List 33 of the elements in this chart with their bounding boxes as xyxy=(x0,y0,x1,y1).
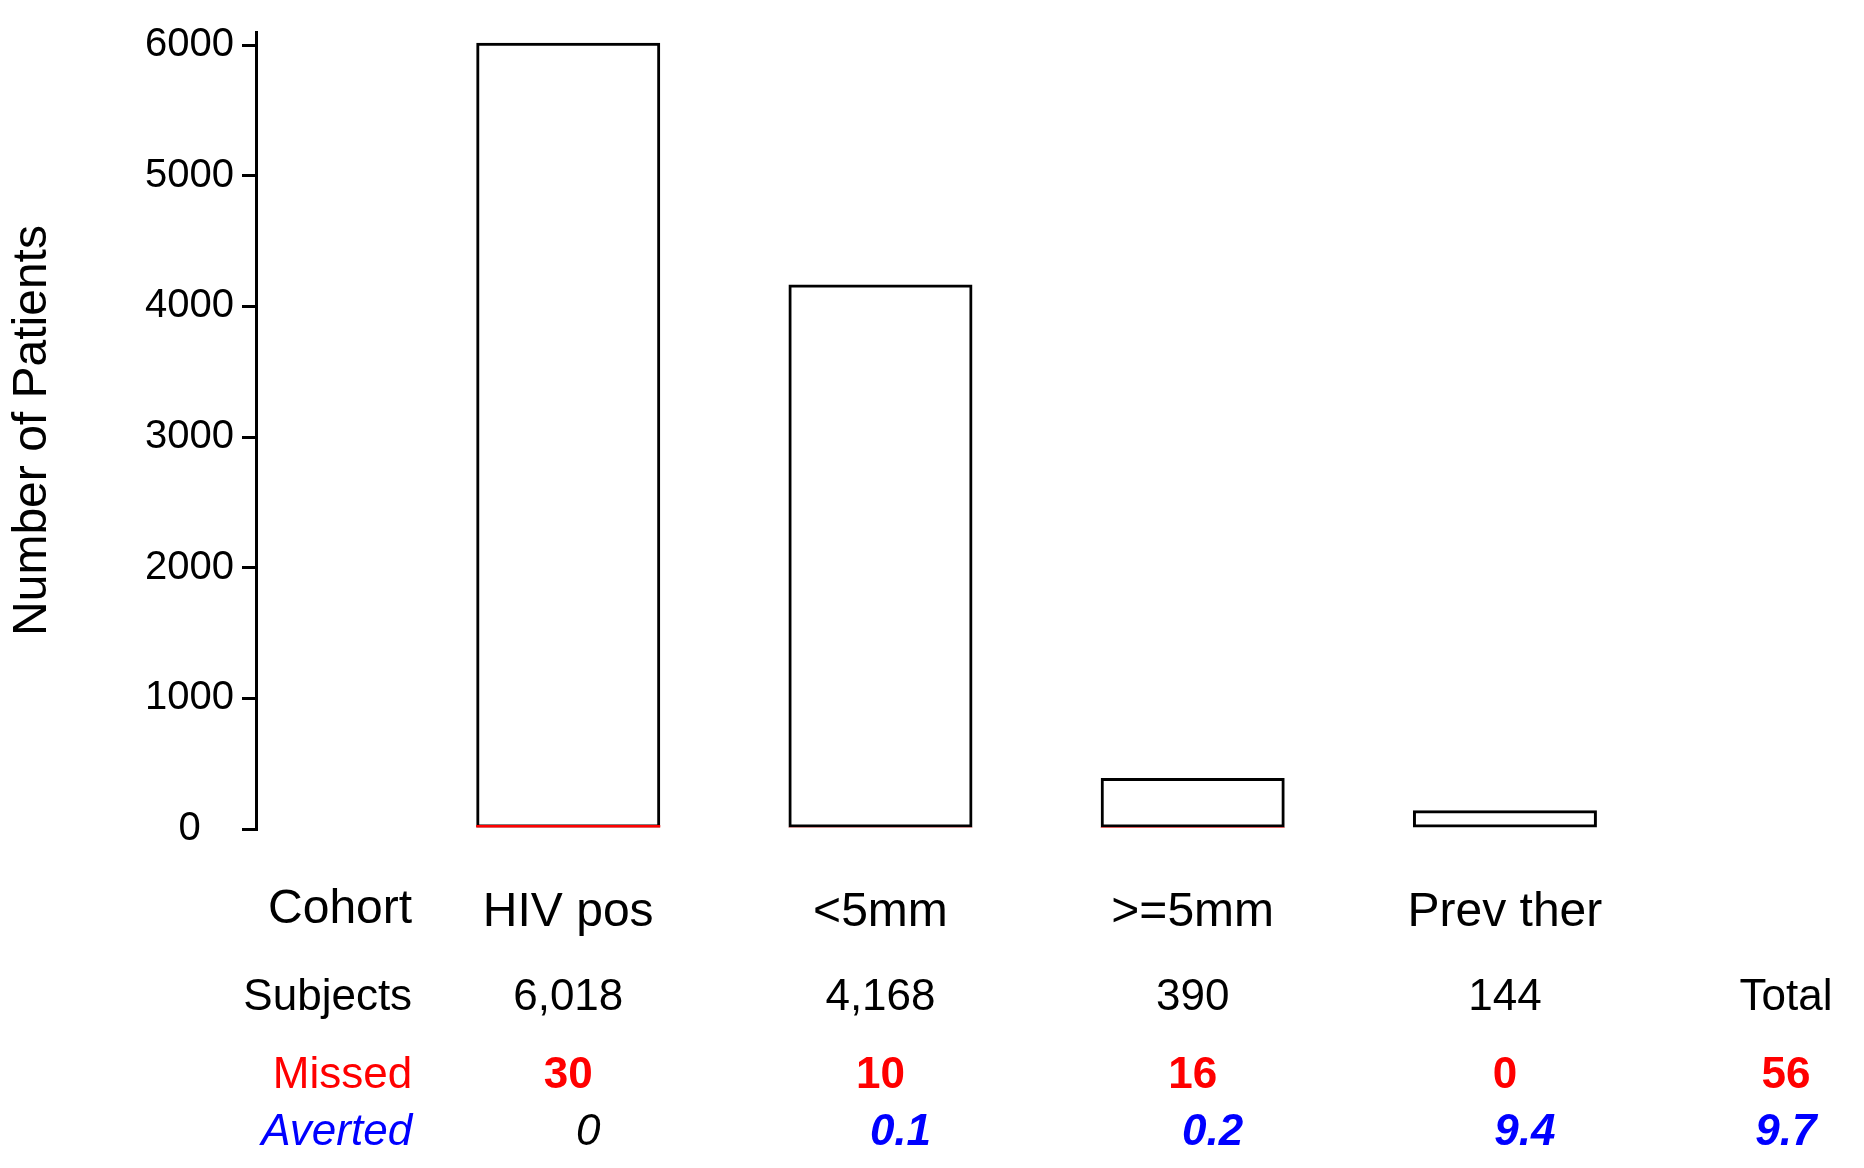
x-tick-label: Prev ther xyxy=(1407,883,1603,937)
bar xyxy=(1100,778,1285,828)
text: 9.7 xyxy=(1755,1105,1820,1155)
x-tick-label: HIV pos xyxy=(482,883,654,937)
text: 0 xyxy=(575,1105,601,1155)
bar xyxy=(476,825,661,828)
text: Total xyxy=(1739,970,1833,1020)
text: 0.1 xyxy=(869,1105,932,1155)
text: 9.4 xyxy=(1494,1105,1556,1155)
text: 0.2 xyxy=(1182,1105,1244,1155)
data-label: 390 xyxy=(1155,970,1230,1020)
text: Subjects xyxy=(243,970,413,1020)
data-label: 144 xyxy=(1468,970,1542,1020)
data-label: 0 xyxy=(1492,1048,1518,1098)
x-axis-title: Cohort xyxy=(268,880,413,934)
x-tick-label: >=5mm xyxy=(1111,883,1275,937)
y-tick-label: 2000 xyxy=(145,542,234,587)
y-tick-label: 4000 xyxy=(145,281,234,326)
y-tick-label: 0 xyxy=(178,804,201,849)
y-tick-label: 1000 xyxy=(145,673,234,718)
text: Averted xyxy=(258,1105,414,1155)
text: Missed xyxy=(272,1048,413,1098)
data-label: 16 xyxy=(1168,1048,1218,1098)
data-label: 6,018 xyxy=(513,970,624,1020)
text: 56 xyxy=(1761,1048,1811,1098)
x-tick-label: <5mm xyxy=(813,883,948,937)
data-label: 4,168 xyxy=(825,970,936,1020)
data-label: 30 xyxy=(543,1048,593,1098)
y-axis-title: Number of Patients xyxy=(3,225,57,636)
data-label: 10 xyxy=(855,1048,905,1098)
y-tick-label: 5000 xyxy=(145,150,234,195)
y-tick-label: 3000 xyxy=(145,412,234,457)
y-tick-label: 6000 xyxy=(145,20,234,65)
